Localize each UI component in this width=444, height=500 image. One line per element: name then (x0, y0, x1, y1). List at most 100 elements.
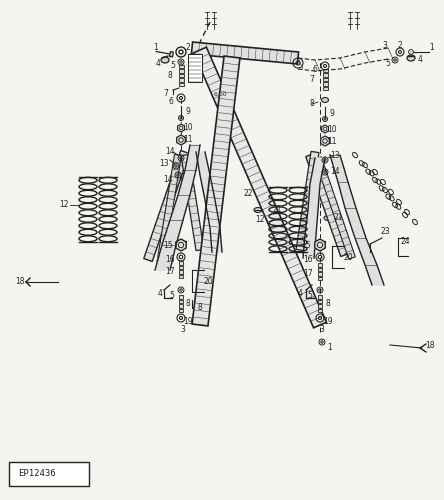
Polygon shape (296, 152, 319, 250)
Text: 19: 19 (323, 318, 333, 326)
Text: 8: 8 (309, 98, 314, 108)
Bar (179, 266, 183, 269)
Text: 19: 19 (183, 318, 193, 326)
Bar (318, 276, 322, 280)
Bar (322, 86, 328, 90)
Polygon shape (321, 136, 329, 146)
Bar (322, 69, 328, 72)
Text: 1: 1 (154, 44, 159, 52)
Text: 5: 5 (385, 60, 390, 68)
Text: 4: 4 (155, 58, 160, 68)
Bar (179, 261, 183, 264)
Polygon shape (177, 135, 185, 145)
Text: 13: 13 (330, 150, 340, 160)
Text: 4: 4 (158, 290, 163, 298)
Ellipse shape (321, 98, 329, 102)
Text: 15: 15 (301, 240, 311, 250)
Bar (322, 74, 328, 77)
Text: 20: 20 (343, 254, 353, 262)
Text: 8: 8 (198, 304, 202, 312)
Bar (178, 74, 183, 77)
Text: 17: 17 (165, 268, 175, 276)
Circle shape (408, 50, 413, 54)
FancyBboxPatch shape (9, 462, 89, 486)
Bar (178, 70, 183, 73)
Text: 8: 8 (168, 72, 172, 80)
Text: 3: 3 (181, 326, 186, 334)
Text: 5: 5 (170, 62, 175, 70)
Text: 3: 3 (383, 42, 388, 50)
Polygon shape (194, 47, 326, 328)
Text: 24: 24 (400, 238, 410, 246)
Bar (178, 65, 183, 68)
Bar (318, 272, 322, 276)
Text: 12: 12 (255, 215, 265, 224)
Polygon shape (157, 154, 182, 266)
Bar (318, 304, 322, 308)
Bar (322, 78, 328, 81)
Bar (179, 300, 183, 303)
Text: 18: 18 (425, 340, 435, 349)
Text: 1: 1 (328, 344, 333, 352)
Text: 11: 11 (327, 136, 337, 145)
Text: 21: 21 (333, 214, 343, 222)
Text: 2: 2 (398, 42, 402, 50)
Polygon shape (191, 42, 298, 64)
Bar (179, 295, 183, 298)
Bar (318, 300, 322, 303)
Text: 14: 14 (165, 148, 175, 156)
Bar (179, 308, 183, 312)
Polygon shape (170, 52, 174, 57)
Polygon shape (303, 158, 325, 258)
Text: 9: 9 (329, 108, 334, 118)
Text: 16: 16 (165, 256, 175, 264)
Bar (318, 308, 322, 312)
Text: 10: 10 (183, 124, 193, 132)
Polygon shape (321, 125, 329, 133)
Text: 6: 6 (169, 98, 174, 106)
Text: 1: 1 (430, 44, 434, 52)
Text: 5: 5 (170, 290, 174, 300)
Text: 15: 15 (163, 240, 173, 250)
Text: 22: 22 (243, 190, 253, 198)
Bar (179, 304, 183, 308)
Text: 21: 21 (272, 206, 282, 214)
Ellipse shape (254, 208, 262, 212)
Text: 8: 8 (325, 300, 330, 308)
Text: 6: 6 (313, 66, 317, 74)
Ellipse shape (407, 55, 415, 61)
Polygon shape (330, 155, 384, 285)
Text: 2: 2 (186, 44, 190, 52)
Polygon shape (181, 154, 204, 250)
Text: 7: 7 (163, 90, 168, 98)
Polygon shape (155, 145, 200, 270)
Bar (179, 270, 183, 274)
Text: 18: 18 (15, 278, 25, 286)
Text: 11: 11 (183, 136, 193, 144)
Text: 5: 5 (308, 290, 313, 300)
Text: 7: 7 (309, 76, 314, 84)
Text: 12: 12 (59, 200, 69, 209)
Polygon shape (315, 239, 325, 251)
Bar (178, 78, 183, 82)
Polygon shape (196, 152, 222, 252)
Text: 3: 3 (320, 326, 325, 334)
Bar (318, 268, 322, 271)
Text: 23: 23 (380, 228, 390, 236)
Text: 20: 20 (203, 278, 213, 286)
Bar (188, 54, 202, 82)
Bar (318, 263, 322, 266)
Polygon shape (306, 154, 349, 256)
Polygon shape (192, 56, 240, 326)
Text: 6.00: 6.00 (213, 92, 227, 98)
Polygon shape (144, 150, 189, 262)
Bar (318, 295, 322, 298)
Text: 4: 4 (417, 56, 422, 64)
Text: 14: 14 (330, 168, 340, 176)
Text: 8: 8 (186, 300, 190, 308)
Text: EP12436: EP12436 (18, 470, 56, 478)
Text: 10: 10 (327, 124, 337, 134)
Bar (178, 82, 183, 86)
Polygon shape (315, 157, 355, 259)
Text: 3: 3 (194, 56, 198, 64)
